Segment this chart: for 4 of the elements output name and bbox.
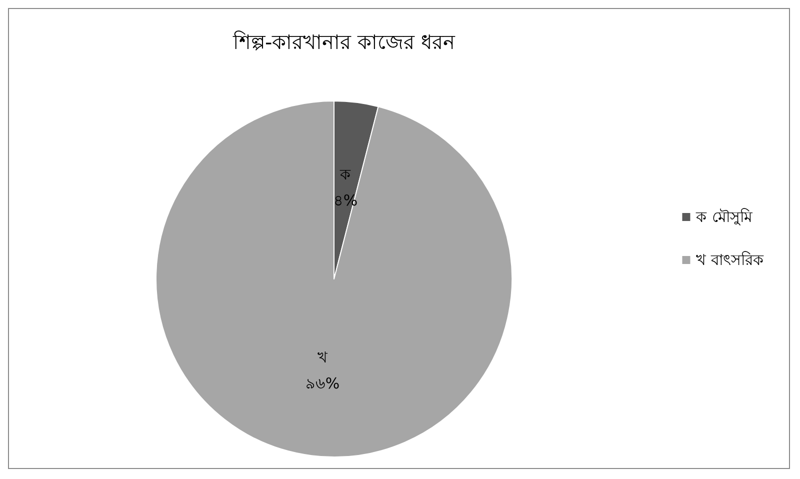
chart-title: শিল্প-কারখানার কাজের ধরন bbox=[232, 30, 456, 54]
legend-label: খ বাৎসরিক bbox=[696, 251, 764, 269]
legend-label: ক মৌসুমি bbox=[695, 208, 753, 226]
data-label: খ ৯৬% bbox=[305, 348, 340, 392]
